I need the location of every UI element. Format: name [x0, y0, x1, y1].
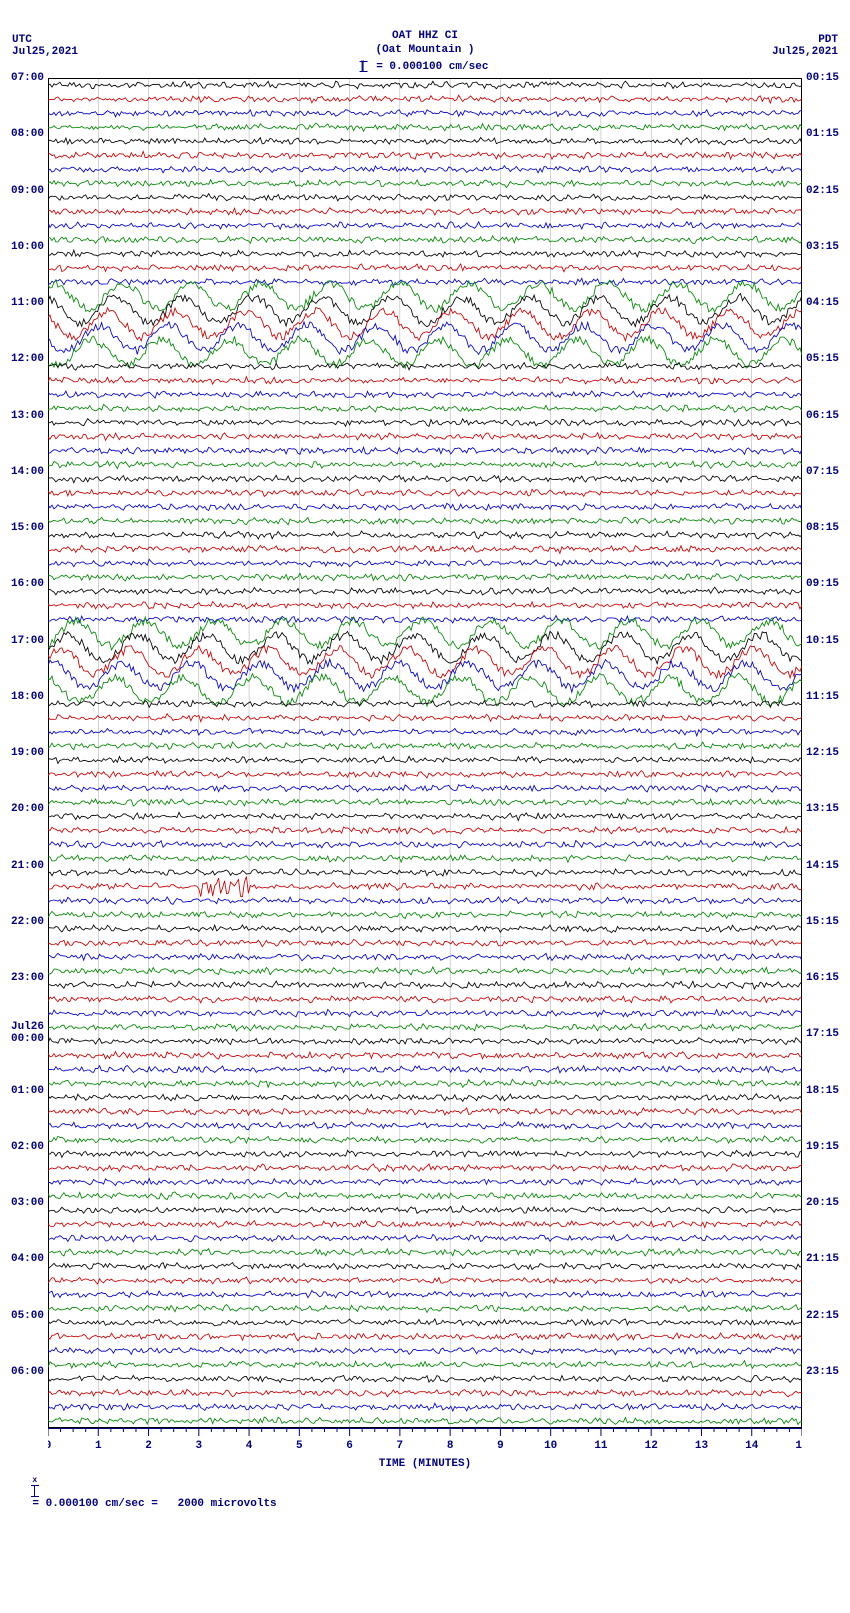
svg-text:3: 3: [195, 1440, 202, 1452]
left-time-label: 07:00: [11, 73, 44, 85]
left-time-label: 09:00: [11, 186, 44, 198]
right-time-label: 14:15: [806, 861, 839, 873]
svg-text:13: 13: [695, 1440, 709, 1452]
tz-right: PDT Jul25,2021: [772, 34, 838, 58]
right-time-label: 22:15: [806, 1311, 839, 1323]
right-time-label: 21:15: [806, 1254, 839, 1266]
svg-text:4: 4: [246, 1440, 253, 1452]
right-time-label: 06:15: [806, 411, 839, 423]
left-time-label: 19:00: [11, 748, 44, 760]
tz-right-label: PDT: [772, 34, 838, 46]
svg-text:0: 0: [48, 1440, 51, 1452]
tz-left: UTC Jul25,2021: [12, 34, 78, 58]
svg-text:14: 14: [745, 1440, 759, 1452]
title-scale: = 0.000100 cm/sec: [362, 60, 489, 73]
footer-scale: x = 0.000100 cm/sec = 2000 microvolts: [6, 1459, 277, 1522]
svg-text:5: 5: [296, 1440, 303, 1452]
svg-text:6: 6: [346, 1440, 353, 1452]
footer: x = 0.000100 cm/sec = 2000 microvolts: [0, 1470, 850, 1530]
tz-left-date: Jul25,2021: [12, 46, 78, 58]
right-time-label: 12:15: [806, 748, 839, 760]
right-time-label: 15:15: [806, 917, 839, 929]
right-time-label: 04:15: [806, 298, 839, 310]
left-time-label: 22:00: [11, 917, 44, 929]
left-time-label: 05:00: [11, 1311, 44, 1323]
left-time-label: 08:00: [11, 129, 44, 141]
right-time-label: 02:15: [806, 186, 839, 198]
left-time-label: 23:00: [11, 973, 44, 985]
left-time-label: 15:00: [11, 523, 44, 535]
svg-text:10: 10: [544, 1440, 557, 1452]
svg-text:1: 1: [95, 1440, 102, 1452]
left-time-labels: 07:0008:0009:0010:0011:0012:0013:0014:00…: [0, 78, 46, 1428]
svg-text:8: 8: [447, 1440, 454, 1452]
x-axis-svg: 0123456789101112131415: [48, 1428, 802, 1458]
left-time-label: 04:00: [11, 1254, 44, 1266]
left-time-label: 02:00: [11, 1142, 44, 1154]
right-time-label: 18:15: [806, 1086, 839, 1098]
svg-text:15: 15: [795, 1440, 802, 1452]
right-time-label: 17:15: [806, 1029, 839, 1041]
left-time-label: 13:00: [11, 411, 44, 423]
svg-text:2: 2: [145, 1440, 152, 1452]
right-time-label: 01:15: [806, 129, 839, 141]
title-station-code: OAT HHZ CI: [392, 30, 458, 42]
left-time-label: 17:00: [11, 636, 44, 648]
left-time-label: 12:00: [11, 354, 44, 366]
x-axis-label: TIME (MINUTES): [379, 1458, 471, 1470]
scale-bar-icon: [362, 60, 364, 72]
right-time-label: 23:15: [806, 1367, 839, 1379]
left-time-label: 20:00: [11, 804, 44, 816]
right-time-label: 07:15: [806, 467, 839, 479]
right-time-label: 05:15: [806, 354, 839, 366]
svg-text:12: 12: [645, 1440, 658, 1452]
right-time-label: 19:15: [806, 1142, 839, 1154]
right-time-labels: 00:1501:1502:1503:1504:1505:1506:1507:15…: [804, 78, 850, 1428]
right-time-label: 16:15: [806, 973, 839, 985]
right-time-label: 09:15: [806, 579, 839, 591]
tz-left-label: UTC: [12, 34, 78, 46]
header: UTC Jul25,2021 PDT Jul25,2021 OAT HHZ CI…: [0, 0, 850, 78]
left-time-label: 11:00: [11, 298, 44, 310]
left-time-label: 18:00: [11, 692, 44, 704]
tz-right-date: Jul25,2021: [772, 46, 838, 58]
title-scale-text: = 0.000100 cm/sec: [376, 61, 488, 73]
right-time-label: 03:15: [806, 242, 839, 254]
left-time-label: 16:00: [11, 579, 44, 591]
left-time-label: 01:00: [11, 1086, 44, 1098]
title-station-name: (Oat Mountain ): [375, 44, 474, 56]
svg-text:7: 7: [397, 1440, 404, 1452]
left-time-label: 06:00: [11, 1367, 44, 1379]
right-time-label: 13:15: [806, 804, 839, 816]
right-time-label: 10:15: [806, 636, 839, 648]
left-time-label: 21:00: [11, 861, 44, 873]
left-time-label: Jul2600:00: [11, 1022, 44, 1045]
left-time-label: 03:00: [11, 1198, 44, 1210]
svg-text:11: 11: [594, 1440, 608, 1452]
scale-bar-icon: [34, 1485, 36, 1497]
right-time-label: 08:15: [806, 523, 839, 535]
right-time-label: 11:15: [806, 692, 839, 704]
right-time-label: 20:15: [806, 1198, 839, 1210]
helicorder-plot: [48, 78, 802, 1428]
right-time-label: 00:15: [806, 73, 839, 85]
svg-text:9: 9: [497, 1440, 504, 1452]
helicorder-svg: [48, 78, 802, 1428]
left-time-label: 14:00: [11, 467, 44, 479]
left-time-label: 10:00: [11, 242, 44, 254]
